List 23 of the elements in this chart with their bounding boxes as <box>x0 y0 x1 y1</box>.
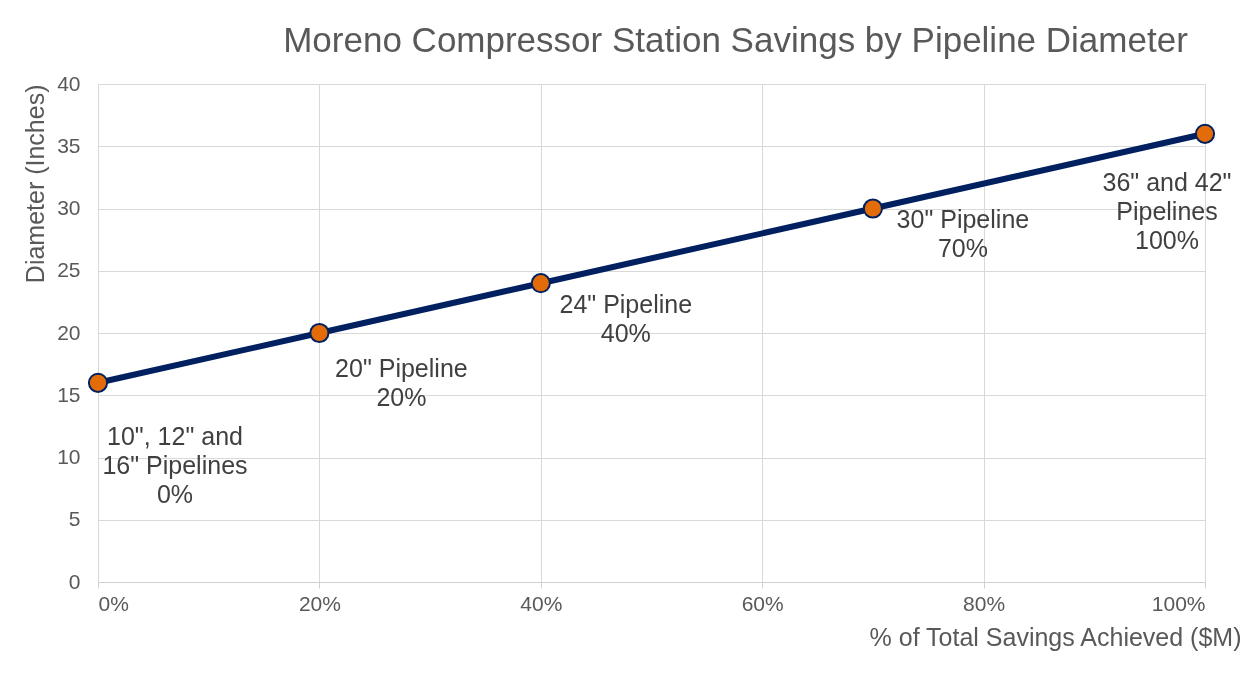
x-tick-label: 100% <box>1151 591 1206 615</box>
y-tick-label: 30 <box>57 196 81 219</box>
chart-title: Moreno Compressor Station Savings by Pipeline Diameter <box>283 20 1189 59</box>
y-tick-label: 25 <box>57 258 81 282</box>
annotation: 10", 12" and 16" Pipelines 0% <box>102 421 248 508</box>
x-tick-label: 60% <box>741 591 784 615</box>
y-tick-label: 35 <box>57 133 81 157</box>
y-tick-label: 10 <box>57 445 81 468</box>
x-tick-label: 20% <box>298 591 341 615</box>
x-tick-label: 0% <box>98 591 129 615</box>
y-tick-label: 0 <box>68 569 81 593</box>
y-axis-title: Diameter (Inches) <box>21 84 50 284</box>
y-tick-label: 15 <box>57 382 81 406</box>
x-tick-label: 40% <box>520 591 563 615</box>
annotation: 30" Pipeline 70% <box>896 204 1030 262</box>
y-tick-label: 40 <box>57 71 81 95</box>
x-tick-label: 80% <box>963 591 1006 615</box>
y-tick-label: 20 <box>57 320 81 344</box>
y-tick-label: 5 <box>68 507 81 531</box>
annotation: 24" Pipeline 40% <box>559 290 693 348</box>
x-axis-title: % of Total Savings Achieved ($M) <box>869 622 1242 651</box>
annotation: 36" and 42" Pipelines 100% <box>1102 167 1232 254</box>
annotation: 20" Pipeline 20% <box>335 354 468 411</box>
